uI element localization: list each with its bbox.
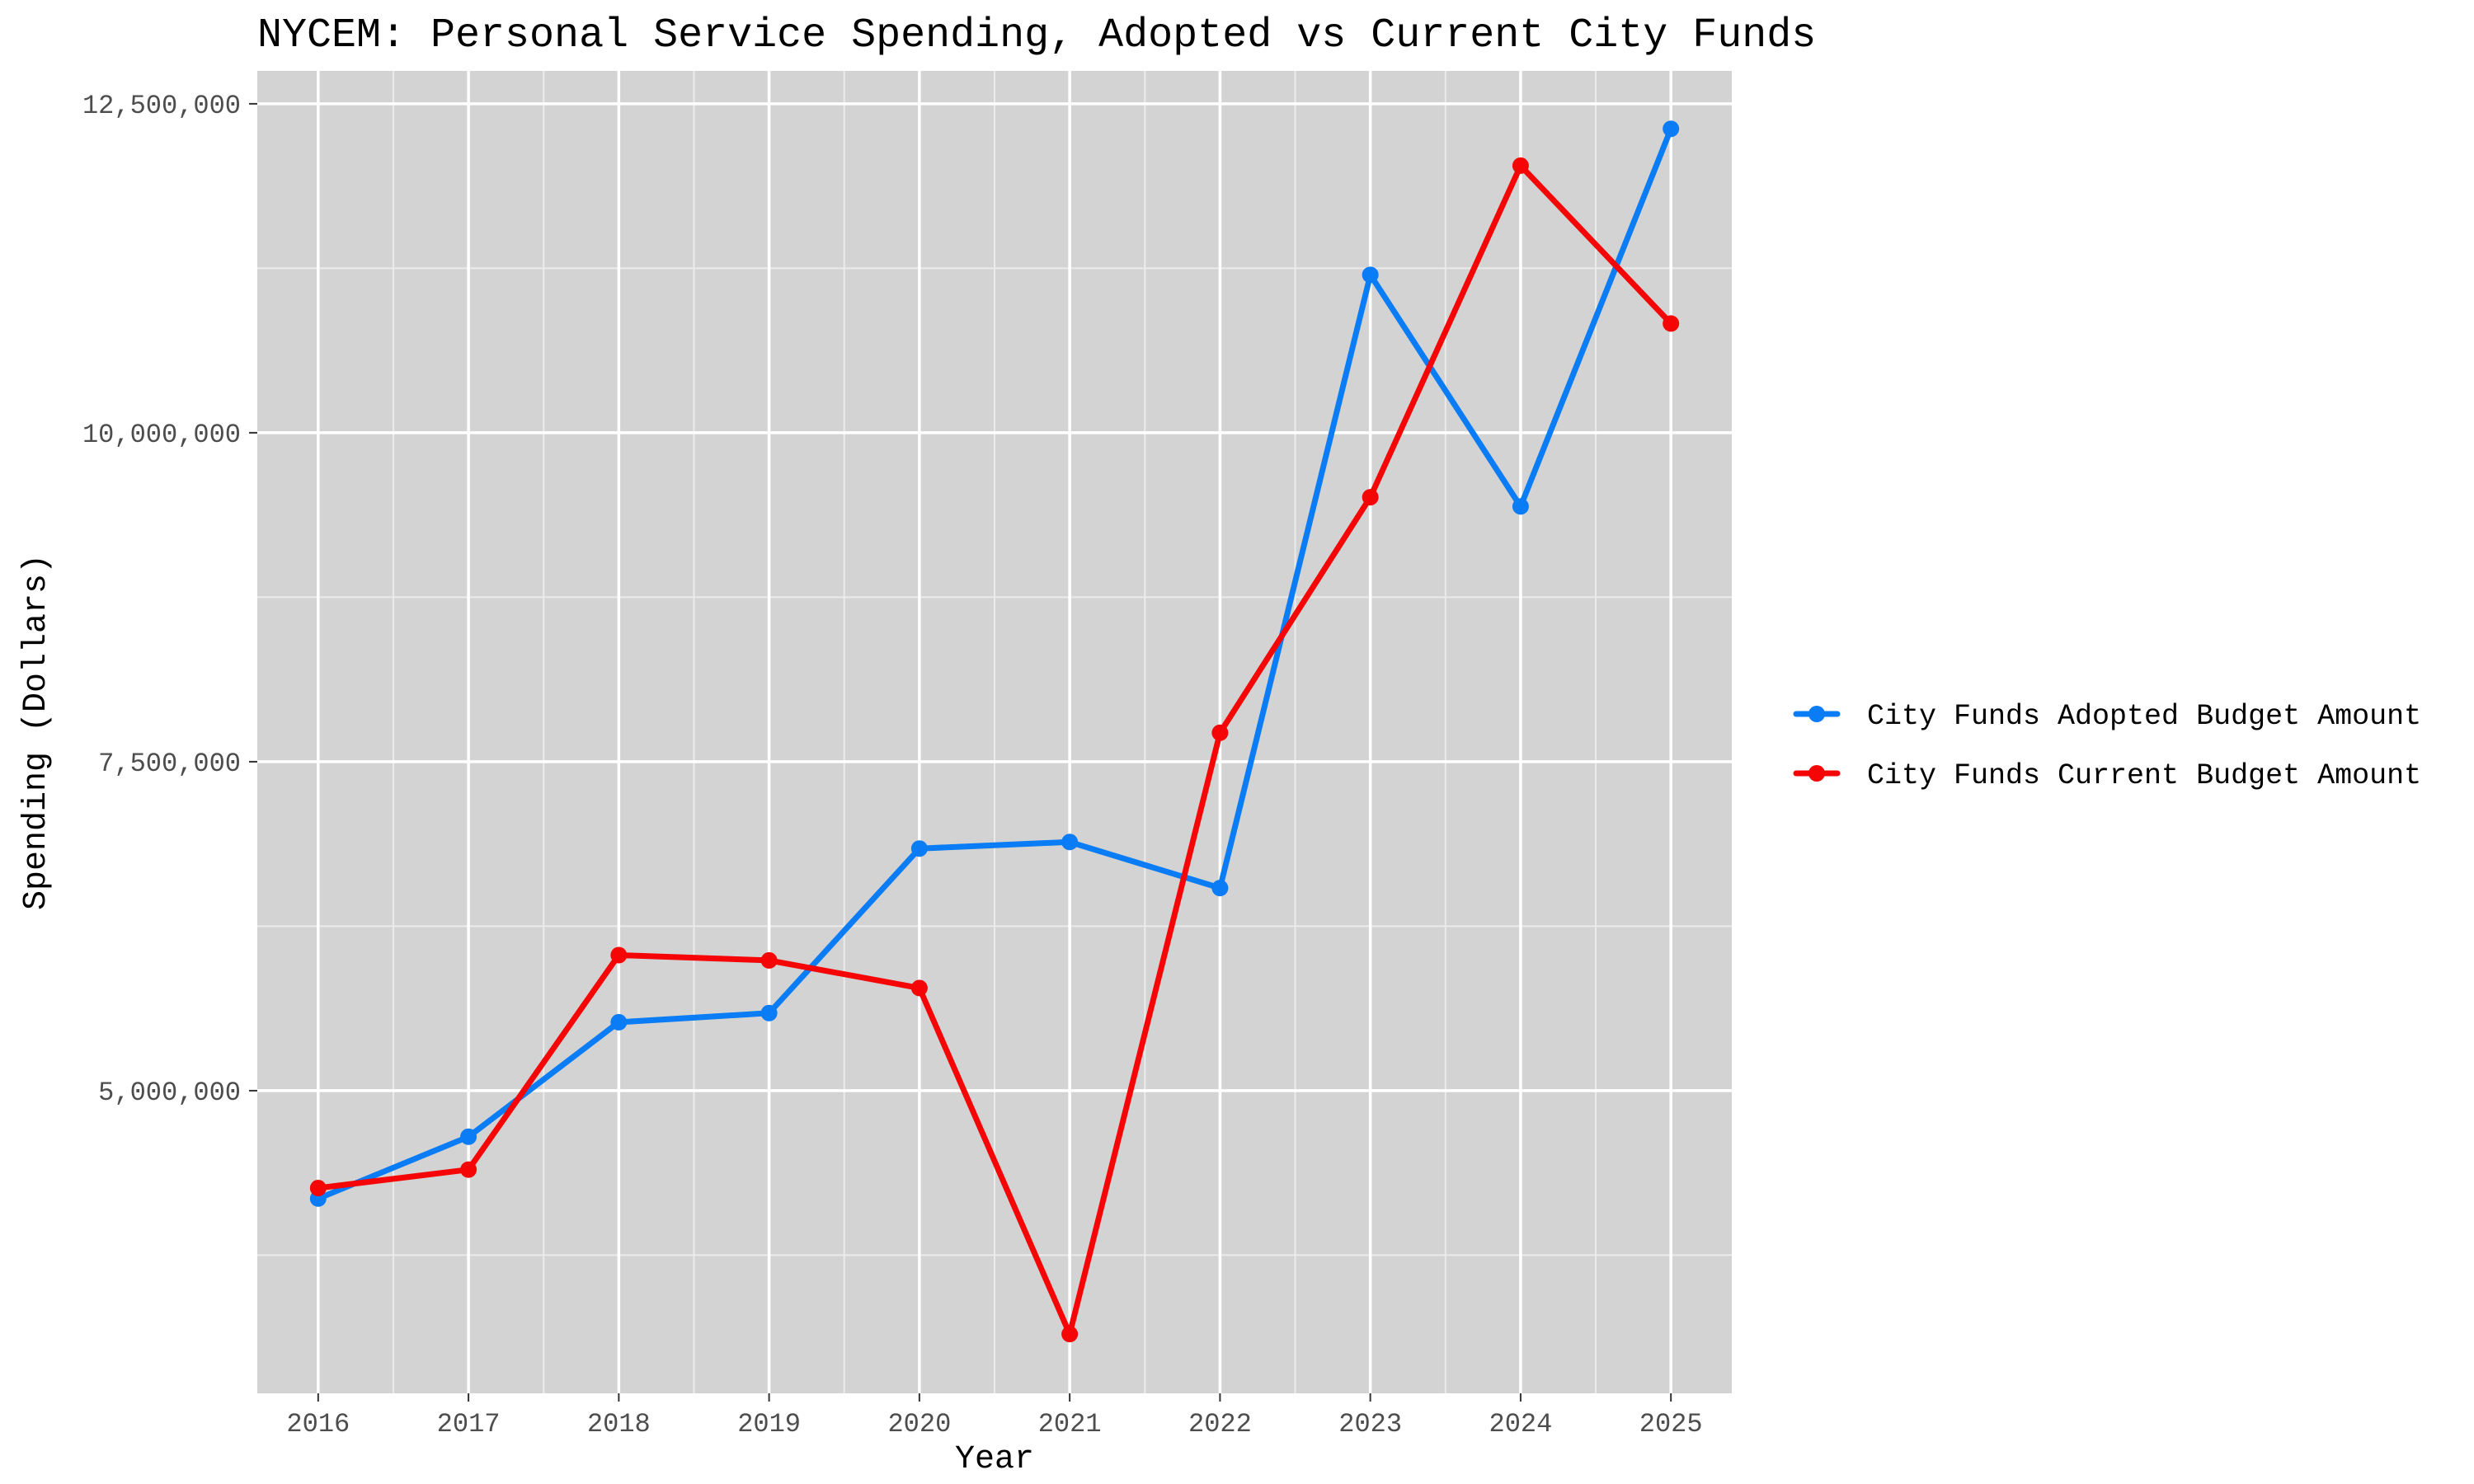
chart-title: NYCEM: Personal Service Spending, Adopte… [257, 12, 1816, 59]
series-2-point [309, 1180, 327, 1197]
y-axis: 5,000,000 7,500,000 10,000,000 12,500,000 [82, 91, 257, 1108]
legend-swatch-point [1808, 765, 1825, 782]
x-axis: 2016 2017 2018 2019 2020 2021 2022 2023 2024 2025 [286, 1393, 1703, 1439]
series-2-point [1211, 724, 1229, 741]
y-tick-label: 10,000,000 [82, 420, 241, 450]
x-tick-label: 2022 [1188, 1409, 1252, 1439]
x-tick-label: 2021 [1038, 1409, 1102, 1439]
series-line-2 [315, 162, 1674, 1337]
grid-major [257, 71, 1732, 1393]
x-tick-label: 2018 [587, 1409, 651, 1439]
series-1-point [1512, 498, 1529, 515]
series-2-point [910, 979, 928, 997]
series-2-point [460, 1161, 477, 1178]
series-2-point [1512, 157, 1529, 174]
series-1-point [1663, 120, 1680, 138]
x-tick-label: 2024 [1489, 1409, 1553, 1439]
legend-swatch-point [1808, 706, 1825, 722]
grid-minor [257, 71, 1732, 1393]
x-tick-label: 2019 [737, 1409, 801, 1439]
series-2-point [1362, 489, 1379, 506]
series-1-point [460, 1128, 477, 1145]
x-tick-label: 2017 [437, 1409, 501, 1439]
x-tick-label: 2025 [1639, 1409, 1703, 1439]
legend-label: City Funds Current Budget Amount [1867, 759, 2421, 792]
x-axis-title: Year [955, 1441, 1034, 1478]
legend-label: City Funds Adopted Budget Amount [1867, 700, 2421, 733]
series-line-1 [315, 125, 1674, 1202]
series-2-point [1663, 315, 1680, 332]
y-tick-label: 7,500,000 [98, 749, 241, 779]
series-2-point [1061, 1326, 1079, 1343]
y-tick-label: 12,500,000 [82, 91, 241, 121]
y-tick-label: 5,000,000 [98, 1078, 241, 1108]
series-1-point [1061, 834, 1079, 851]
legend: City Funds Adopted Budget Amount City Fun… [1793, 700, 2421, 792]
series-1-point [1362, 266, 1379, 284]
series-2-point [610, 946, 628, 964]
series-1-point [760, 1004, 778, 1021]
y-axis-title: Spending (Dollars) [18, 554, 55, 910]
series-layer [309, 120, 1680, 1343]
x-tick-label: 2020 [887, 1409, 951, 1439]
series-1-point [1211, 880, 1229, 897]
series-2-point [760, 951, 778, 969]
series-1-point [610, 1013, 628, 1031]
series-1-point [910, 840, 928, 857]
x-tick-label: 2023 [1338, 1409, 1402, 1439]
x-tick-label: 2016 [286, 1409, 350, 1439]
